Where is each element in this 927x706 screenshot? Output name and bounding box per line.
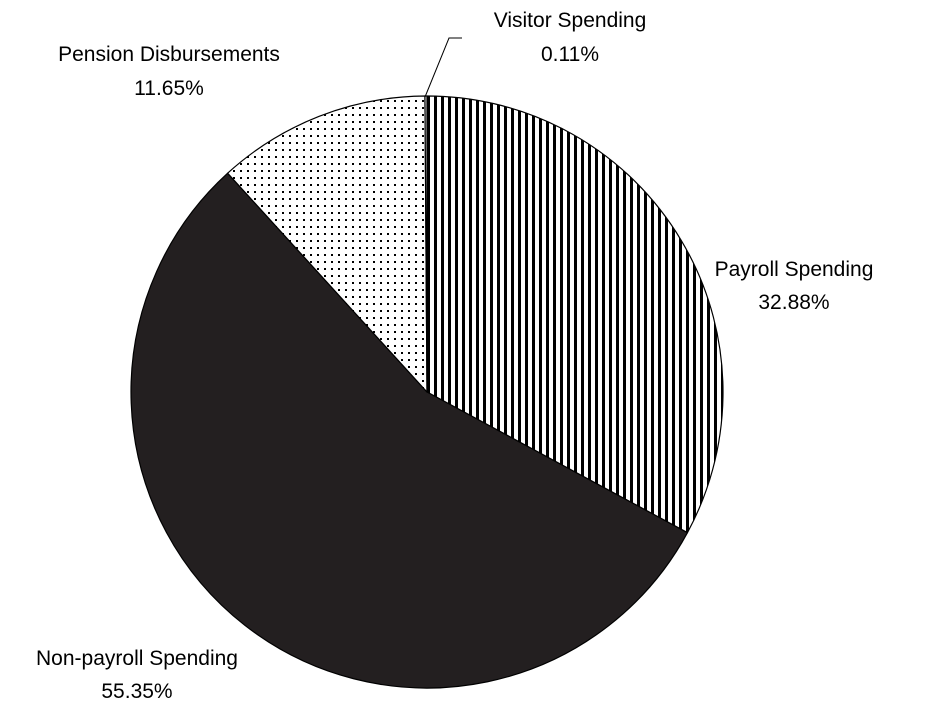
- pie-slice-pension-disbursements: [227, 95, 428, 393]
- pie-slices: [130, 95, 724, 689]
- slice-label-visitor-spending: Visitor Spending: [494, 9, 647, 32]
- slice-value-non-payroll-spending: 55.35%: [101, 680, 172, 703]
- leader-lines: [424, 37, 462, 98]
- slice-value-visitor-spending: 0.11%: [541, 43, 599, 66]
- slice-label-pension-disbursements: Pension Disbursements: [58, 43, 280, 66]
- slice-label-payroll-spending: Payroll Spending: [715, 258, 874, 281]
- slice-label-non-payroll-spending: Non-payroll Spending: [36, 647, 238, 670]
- pie-slice-payroll-spending: [426, 95, 724, 534]
- slice-value-pension-disbursements: 11.65%: [134, 77, 204, 100]
- slice-value-payroll-spending: 32.88%: [758, 291, 829, 314]
- pie-slice-non-payroll-spending: [130, 172, 689, 689]
- slice-labels: Payroll Spending 32.88% Non-payroll Spendi…: [36, 9, 873, 703]
- leader-line-visitor-spending: [424, 37, 462, 98]
